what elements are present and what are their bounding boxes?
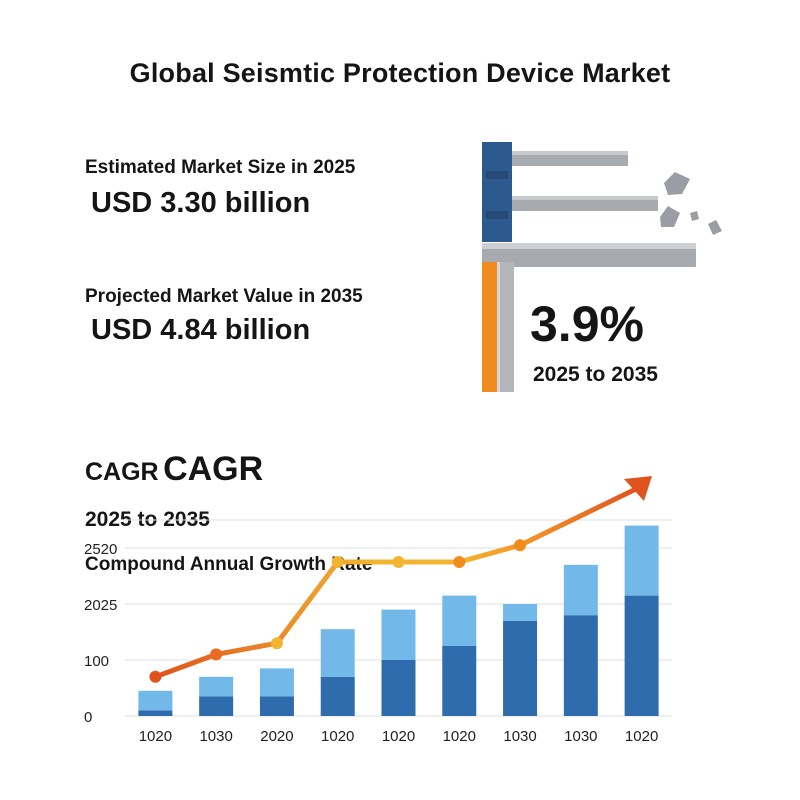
bar-lower: [320, 676, 355, 716]
y-tick-label: 2520: [84, 541, 117, 558]
trend-point: [270, 637, 283, 650]
bar-lower: [381, 660, 416, 716]
x-tick-label: 1020: [382, 728, 415, 745]
estimated-size-label: Estimated Market Size in 2025: [85, 157, 356, 178]
projected-value-value: USD 4.84 billion: [91, 314, 311, 346]
bar-lower: [199, 696, 234, 716]
projected-value-label: Projected Market Value in 2035: [85, 286, 363, 307]
page-title: Global Seismtic Protection Device Market: [129, 58, 671, 88]
bar-upper: [320, 629, 355, 677]
x-tick-label: 1020: [139, 728, 172, 745]
x-tick-label: 1030: [564, 728, 597, 745]
bar-lower: [259, 696, 294, 716]
trend-point: [392, 556, 405, 568]
bar-lower: [624, 595, 659, 716]
cagr-value: 3.9%: [530, 296, 644, 352]
estimated-size-value: USD 3.30 billion: [91, 187, 311, 219]
bar-lower: [563, 615, 598, 716]
chart-title-large: CAGR: [163, 450, 264, 488]
trend-point: [453, 556, 466, 568]
chart-title-small: CAGR: [85, 458, 159, 486]
x-tick-label: 1020: [443, 728, 476, 745]
bar-lower: [503, 620, 538, 716]
bar-upper: [199, 676, 234, 697]
x-tick-label: 1020: [321, 728, 354, 745]
x-tick-label: 1030: [503, 728, 536, 745]
x-tick-label: 1030: [199, 728, 232, 745]
bar-lower: [442, 646, 477, 716]
bar-upper: [563, 564, 598, 616]
bar-upper: [138, 690, 173, 711]
bar-upper: [442, 595, 477, 646]
y-tick-label: 2025: [84, 597, 117, 614]
bar-upper: [624, 525, 659, 596]
trend-arrowhead: [624, 476, 652, 501]
trend-point: [331, 556, 344, 568]
trend-line: [152, 485, 641, 680]
trend-point: [149, 670, 162, 683]
bar-upper: [381, 609, 416, 660]
x-tick-label: 2020: [260, 728, 293, 745]
chart-subtitle: Compound Annual Growth Rate: [85, 554, 373, 575]
cagr-period: 2025 to 2035: [533, 363, 658, 386]
chart-title: CAGR CAGR: [85, 450, 263, 489]
trend-point: [210, 648, 223, 661]
y-tick-label: 0: [84, 709, 92, 726]
x-tick-label: 1020: [625, 728, 658, 745]
bar-upper: [259, 668, 294, 697]
bar-upper: [503, 604, 538, 621]
trend-point: [514, 539, 527, 552]
y-tick-label: 100: [84, 653, 109, 670]
bar-lower: [138, 710, 173, 716]
